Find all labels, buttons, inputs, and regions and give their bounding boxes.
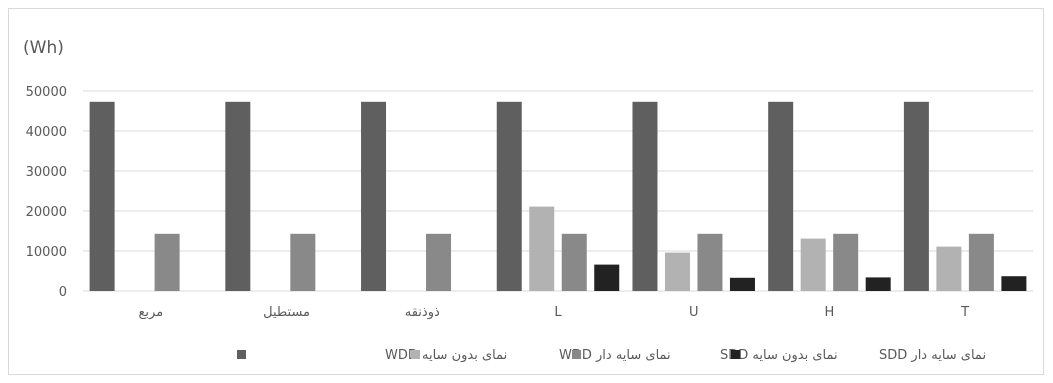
bar: [426, 233, 452, 291]
legend-swatch: [572, 350, 581, 359]
y-tick-label: 30000: [26, 165, 67, 180]
legend-label: نمای بدون سایه WDD: [385, 348, 507, 363]
legend-swatch: [237, 350, 246, 359]
bar: [903, 101, 929, 291]
bar: [632, 101, 658, 291]
bar: [833, 233, 859, 291]
legend-swatch: [731, 350, 740, 359]
x-tick-label: مستطیل: [263, 305, 310, 320]
legend-label: نمای سایه دار SDD: [879, 348, 986, 363]
bar: [697, 233, 723, 291]
bar: [529, 206, 555, 291]
bar: [936, 246, 962, 291]
legend: نمای بدون سایه WDD نمای سایه دار WDD نمای …: [237, 348, 986, 363]
bar: [290, 233, 316, 291]
y-axis-label: (Wh): [23, 38, 64, 58]
bar: [561, 233, 587, 291]
bar: [729, 277, 755, 291]
y-tick-label: 40000: [26, 125, 67, 140]
bar: [800, 238, 826, 291]
legend-label: نمای سایه دار WDD: [559, 348, 671, 363]
bar-chart: (Wh) 0 10000 20000 30000 40000 50000 مربع مستط…: [23, 38, 1033, 363]
bar: [154, 233, 180, 291]
legend-swatch: [411, 350, 420, 359]
bar: [664, 252, 690, 291]
y-tick-label: 20000: [26, 205, 67, 220]
y-tick-label: 50000: [26, 85, 67, 100]
y-tick-labels: 0 10000 20000 30000 40000 50000: [26, 85, 67, 300]
y-tick-label: 10000: [26, 245, 67, 260]
x-tick-label: U: [689, 305, 699, 320]
bar: [89, 101, 115, 291]
bar: [1001, 276, 1027, 291]
bar: [225, 101, 251, 291]
x-tick-label: ذوذنقه: [405, 305, 440, 320]
x-tick-labels: مربع مستطیل ذوذنقه L U H T: [139, 305, 970, 320]
x-tick-label: مربع: [139, 305, 164, 320]
legend-label: نمای بدون سایه SDD: [720, 348, 838, 363]
bars: [89, 101, 1027, 291]
bar: [865, 277, 891, 291]
bar: [968, 233, 994, 291]
x-tick-label: T: [960, 305, 969, 320]
bar: [496, 101, 522, 291]
bar: [594, 264, 620, 291]
x-tick-label: H: [825, 305, 835, 320]
bar: [361, 101, 387, 291]
x-tick-label: L: [554, 305, 562, 320]
y-tick-label: 0: [59, 285, 67, 300]
bar: [768, 101, 794, 291]
chart-frame: (Wh) 0 10000 20000 30000 40000 50000 مربع مستط…: [8, 8, 1044, 375]
